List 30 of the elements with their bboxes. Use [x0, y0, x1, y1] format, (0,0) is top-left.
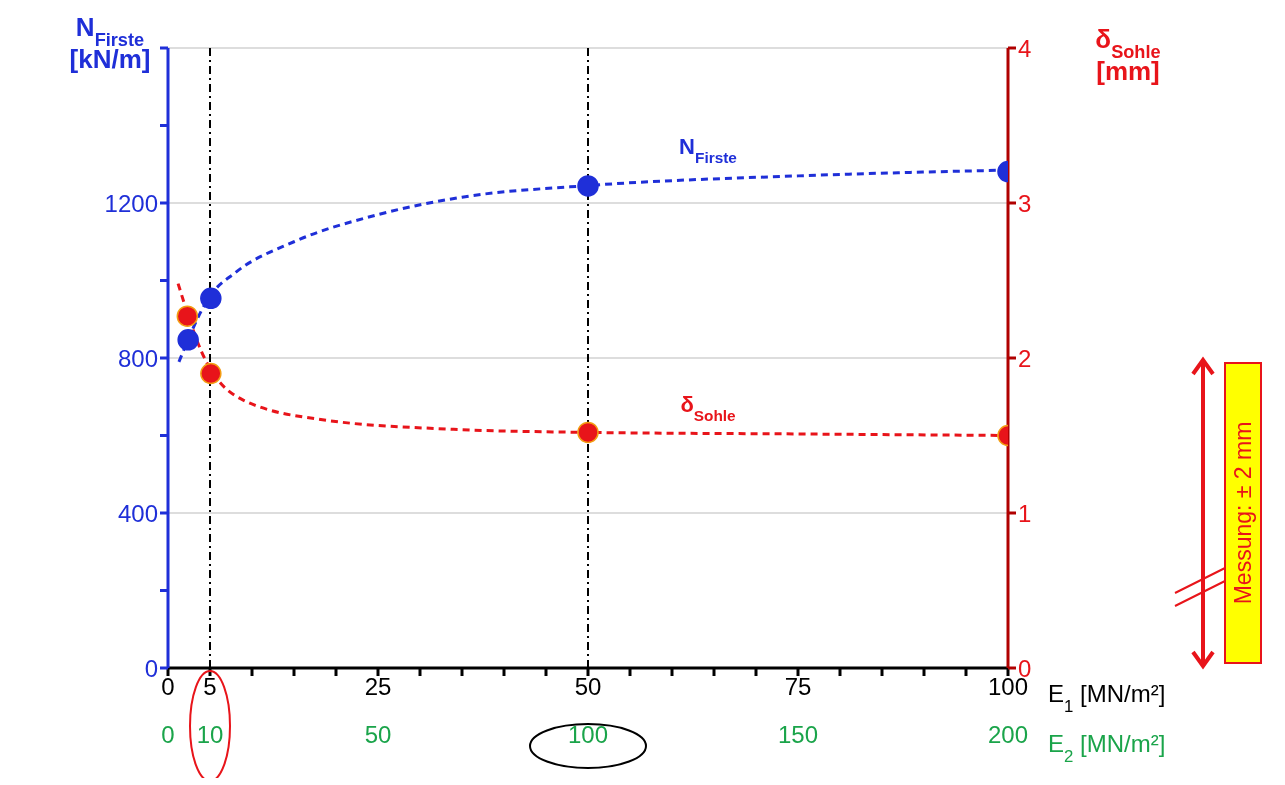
point — [176, 305, 199, 327]
y2-axis-title: δ$_{Sohle}$ [mm] — [1095, 24, 1161, 86]
series-label: δ$_{Sohle}$ — [680, 391, 737, 424]
text: Messung: ± 2 mm — [1230, 421, 1256, 605]
point — [177, 329, 199, 351]
y-axis-title: N$_{Firste}$ [kN/m] — [69, 12, 151, 74]
y2-tick-label: 3 — [1018, 189, 1032, 217]
y2-tick-label: 4 — [1018, 34, 1032, 62]
x-tick-label: 25 — [364, 673, 392, 701]
x2-axis-title: E$_{2}$ [MN/m²] — [1048, 730, 1166, 766]
y-tick-label: 1200 — [104, 189, 158, 217]
x2-tick-label: 200 — [987, 721, 1029, 749]
y2-tick-label: 2 — [1018, 344, 1032, 372]
x2-tick-label: 0 — [161, 721, 175, 749]
point — [200, 362, 222, 385]
y-tick-label: 400 — [117, 499, 158, 527]
series-label: N$_{Firste}$ — [679, 133, 738, 166]
x2-tick-label: 150 — [777, 721, 819, 749]
x-tick-label: 5 — [203, 673, 217, 701]
x2-tick-label: 10 — [196, 721, 224, 749]
x-tick-label: 0 — [161, 673, 175, 701]
x2-tick-label: 100 — [567, 721, 609, 749]
y-tick-label: 0 — [144, 654, 158, 682]
x-tick-label: 75 — [784, 673, 812, 701]
y2-tick-label: 1 — [1018, 499, 1032, 527]
y-tick-label: 800 — [117, 344, 158, 372]
x2-tick-label: 50 — [364, 721, 392, 749]
x-axis-title: E$_{1}$ [MN/m²] — [1048, 680, 1166, 716]
point — [200, 287, 222, 310]
x-tick-label: 50 — [574, 673, 602, 701]
